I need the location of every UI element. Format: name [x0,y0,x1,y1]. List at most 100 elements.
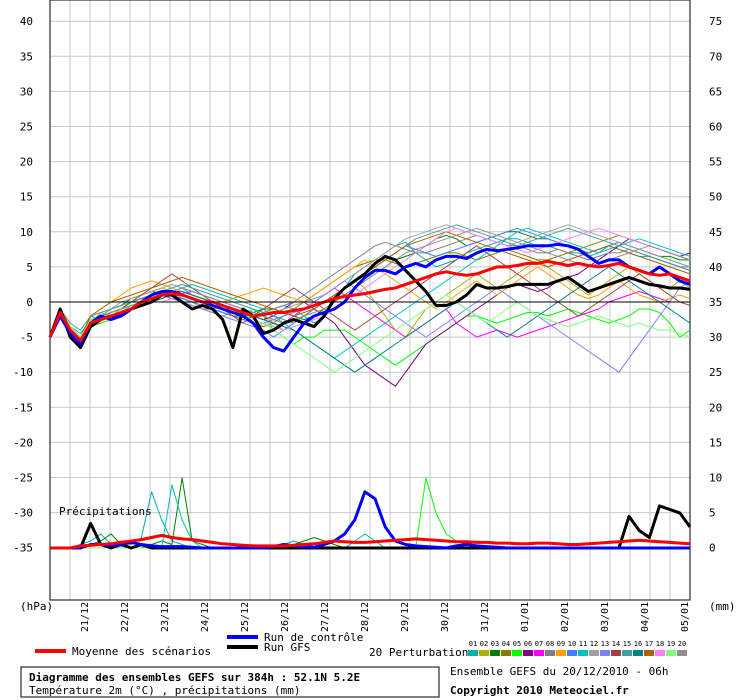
right-tick-label: 30 [709,331,722,344]
left-tick-label: 40 [20,15,33,28]
date-tick-label: 21/12 [80,602,91,632]
perturbation-swatches: 01 02 03 04 05 06 07 08 09 10 11 12 13 14 15 16 17 18 19 20 [468,640,687,656]
pert-swatch [468,650,478,656]
pert-swatch [611,650,621,656]
pert-number: 06 [524,640,532,648]
right-tick-label: 20 [709,401,722,414]
pert-swatch [490,650,500,656]
temp-line-gfs [48,254,691,350]
left-tick-label: 35 [20,50,33,63]
pert-number: 08 [546,640,554,648]
pert-number: 04 [502,640,510,648]
pert-swatch [655,650,665,656]
pert-swatch [677,650,687,656]
date-tick-label: 24/12 [200,602,211,632]
pert-swatch [666,650,676,656]
right-tick-label: 35 [709,296,722,309]
pert-number: 10 [568,640,576,648]
info-box [20,666,440,698]
pert-swatch [567,650,577,656]
temp-line-controle [48,242,691,353]
left-tick-label: 15 [20,191,33,204]
legend-perturbations-label: 20 Perturbations [369,646,475,659]
left-axis: 40 35 30 25 20 15 10 5 0 -5 -10 -15 -20 -25 -30 -35 [13,15,33,555]
right-tick-label: 0 [709,542,716,555]
pert-swatch [633,650,643,656]
right-tick-label: 5 [709,507,716,520]
date-tick-label: 29/12 [400,602,411,632]
pert-swatch [556,650,566,656]
pert-number: 09 [557,640,565,648]
pert-swatch [479,650,489,656]
legend-moyenne-label: Moyenne des scénarios [72,645,211,658]
pert-swatch [644,650,654,656]
pert-swatch [578,650,588,656]
pert-swatch [600,650,610,656]
date-tick-label: 25/12 [240,602,251,632]
date-tick-label: 30/12 [440,602,451,632]
plot-frame [49,0,691,601]
left-tick-label: -35 [13,542,33,555]
right-tick-label: 40 [709,261,722,274]
legend-gfs-label: Run GFS [264,641,310,654]
left-tick-label: 20 [20,156,33,169]
pert-number: 03 [491,640,499,648]
pert-swatch [589,650,599,656]
left-tick-label: 10 [20,226,33,239]
temp-line-p14 [49,245,691,342]
pert-number: 11 [579,640,587,648]
pert-swatch [501,650,511,656]
run-info: Ensemble GEFS du 20/12/2010 - 06h [450,665,669,678]
left-tick-label: -15 [13,401,33,414]
pert-swatch [622,650,632,656]
pert-number: 13 [601,640,609,648]
pert-number: 17 [645,640,653,648]
legend: Moyenne des scénarios Run de contrôle Ru… [35,631,687,659]
right-tick-label: 25 [709,366,722,379]
date-tick-label: 04/01 [640,602,651,632]
date-tick-label: 28/12 [360,602,371,632]
left-tick-label: 25 [20,121,33,134]
pert-swatch [523,650,533,656]
pert-swatch [512,650,522,656]
chart-subtitle: Température 2m (°C) , précipitations (mm… [29,684,301,697]
temp-line-p12 [49,224,691,338]
temp-series [48,224,691,387]
left-tick-label: -20 [13,436,33,449]
right-tick-label: 55 [709,156,722,169]
left-tick-label: -10 [13,366,33,379]
temp-line-moyenne [48,259,691,343]
left-tick-label: 0 [26,296,33,309]
pert-swatch [534,650,544,656]
date-tick-label: 03/01 [600,602,611,632]
left-tick-label: -25 [13,472,33,485]
right-axis-unit: (mm) [709,600,736,613]
pert-number: 16 [634,640,642,648]
pert-number: 02 [480,640,488,648]
pert-number: 14 [612,640,620,648]
pert-number: 12 [590,640,598,648]
precip-line-controle [50,490,690,550]
left-tick-label: -30 [13,507,33,520]
pert-number: 01 [469,640,477,648]
left-tick-label: -5 [20,331,33,344]
pert-number: 19 [667,640,675,648]
date-tick-label: 27/12 [320,602,331,632]
pert-number: 18 [656,640,664,648]
precip-series [50,477,692,550]
right-tick-label: 75 [709,15,722,28]
legend-controle-label: Run de contrôle [264,631,363,644]
date-tick-label: 26/12 [280,602,291,632]
date-axis: 21/12 22/12 23/12 24/12 25/12 26/12 27/12 28/12… [80,602,691,632]
pert-number: 07 [535,640,543,648]
chart-grid [49,0,691,601]
right-tick-label: 50 [709,191,722,204]
pert-number: 05 [513,640,521,648]
copyright: Copyright 2010 Meteociel.fr [450,684,629,697]
precip-label: Précipitations [59,505,152,518]
right-tick-label: 45 [709,226,722,239]
date-tick-label: 22/12 [120,602,131,632]
left-tick-label: 5 [26,261,33,274]
